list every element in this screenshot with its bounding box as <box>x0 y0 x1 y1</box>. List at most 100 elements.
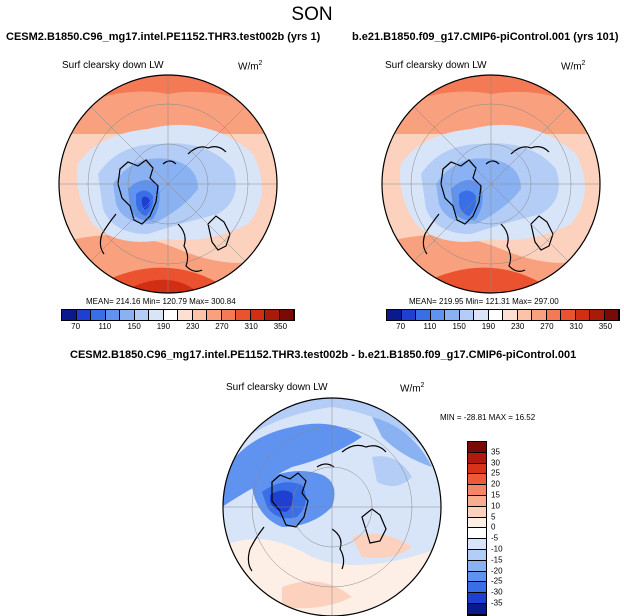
colorbar-tick-label: 70 <box>396 322 406 331</box>
colorbar-tick-label: 350 <box>598 322 613 331</box>
colorbar-tick-label: 310 <box>569 322 583 331</box>
colorbar-tick-label: 15 <box>491 490 500 500</box>
panel-1-colorbar-labels: 70 110 150 190 230 270 310 350 <box>61 322 295 334</box>
colorbar-tick-label: 35 <box>491 447 500 457</box>
diff-panel-stats: MIN = -28.81 MAX = 16.52 <box>440 413 536 422</box>
diff-panel-units: W/m2 <box>400 382 425 395</box>
colorbar-swatch <box>590 310 605 320</box>
colorbar-tick-label: 5 <box>491 512 496 522</box>
colorbar-swatch <box>178 310 193 320</box>
colorbar-swatch <box>62 310 77 320</box>
panel-2-variable-label: Surf clearsky down LW <box>385 60 487 71</box>
panel-2-stats: MEAN= 219.95 Min= 121.31 Max= 297.00 <box>409 297 559 306</box>
colorbar-swatch <box>134 310 149 320</box>
colorbar-swatch <box>76 310 91 320</box>
colorbar-swatch <box>604 310 619 320</box>
colorbar-tick-label: 150 <box>452 322 466 331</box>
panel-1-variable-label: Surf clearsky down LW <box>62 60 164 71</box>
colorbar-swatch <box>120 310 135 320</box>
colorbar-tick-label: 30 <box>491 458 500 468</box>
colorbar-swatch <box>149 310 164 320</box>
colorbar-tick-label: -20 <box>491 566 503 576</box>
colorbar-swatch <box>561 310 576 320</box>
colorbar-swatch <box>207 310 222 320</box>
colorbar-swatch <box>468 603 486 615</box>
colorbar-tick-label: -5 <box>491 533 499 543</box>
diff-panel-polar-map <box>222 397 442 616</box>
diff-panel-title: CESM2.B1850.C96_mg17.intel.PE1152.THR3.t… <box>70 349 577 361</box>
colorbar-swatch <box>279 310 294 320</box>
colorbar-swatch <box>468 582 486 594</box>
colorbar-tick-label: -35 <box>491 598 503 608</box>
colorbar-swatch <box>532 310 547 320</box>
colorbar-tick-label: 110 <box>98 322 112 331</box>
colorbar-swatch <box>474 310 489 320</box>
colorbar-swatch <box>575 310 590 320</box>
colorbar-swatch <box>517 310 532 320</box>
colorbar-tick-label: 310 <box>244 322 258 331</box>
colorbar-tick-label: 0 <box>491 522 496 532</box>
colorbar-tick-label: 10 <box>491 501 500 511</box>
colorbar-tick-label: 150 <box>127 322 141 331</box>
colorbar-tick-label: 270 <box>215 322 229 331</box>
colorbar-swatch <box>91 310 106 320</box>
colorbar-tick-label: 230 <box>510 322 525 331</box>
colorbar-swatch <box>468 495 486 507</box>
panel-2-title: b.e21.B1850.f09_g17.CMIP6-piControl.001 … <box>352 31 619 43</box>
colorbar-tick-label: 350 <box>273 322 288 331</box>
panel-1-colorbar <box>61 309 295 321</box>
colorbar-swatch <box>468 571 486 583</box>
season-title: SON <box>291 4 333 25</box>
colorbar-tick-label: -30 <box>491 587 503 597</box>
panel-1-stats: MEAN= 214.16 Min= 120.79 Max= 300.84 <box>86 297 236 306</box>
colorbar-swatch <box>503 310 518 320</box>
panel-2-units: W/m2 <box>561 60 586 73</box>
colorbar-swatch <box>468 463 486 475</box>
colorbar-tick-label: 70 <box>71 322 81 331</box>
colorbar-swatch <box>468 539 486 550</box>
colorbar-tick-label: 110 <box>423 322 437 331</box>
colorbar-swatch <box>468 517 486 529</box>
colorbar-tick-label: 230 <box>185 322 200 331</box>
colorbar-swatch <box>221 310 236 320</box>
colorbar-swatch <box>401 310 416 320</box>
colorbar-swatch <box>163 310 178 320</box>
colorbar-swatch <box>430 310 445 320</box>
colorbar-tick-label: 20 <box>491 479 500 489</box>
colorbar-swatch <box>468 560 486 572</box>
colorbar-tick-label: 190 <box>156 322 171 331</box>
colorbar-tick-label: -10 <box>491 544 503 554</box>
colorbar-swatch <box>468 528 486 540</box>
colorbar-tick-label: 25 <box>491 468 500 478</box>
colorbar-tick-label: 190 <box>481 322 496 331</box>
colorbar-swatch <box>546 310 561 320</box>
colorbar-swatch <box>236 310 251 320</box>
panel-1-units: W/m2 <box>238 60 263 73</box>
colorbar-swatch <box>488 310 503 320</box>
colorbar-swatch <box>468 549 486 561</box>
colorbar-swatch <box>468 506 486 518</box>
colorbar-tick-label: -15 <box>491 555 503 565</box>
colorbar-swatch <box>468 485 486 496</box>
colorbar-swatch <box>459 310 474 320</box>
colorbar-tick-label: -25 <box>491 576 503 586</box>
colorbar-swatch <box>265 310 280 320</box>
colorbar-tick-label: 270 <box>540 322 554 331</box>
panel-2-polar-map <box>381 74 601 294</box>
colorbar-swatch <box>468 593 486 604</box>
colorbar-swatch <box>105 310 120 320</box>
colorbar-swatch <box>387 310 402 320</box>
colorbar-swatch <box>468 442 486 453</box>
panel-2-colorbar <box>386 309 620 321</box>
diff-panel-variable-label: Surf clearsky down LW <box>226 382 328 393</box>
colorbar-swatch <box>468 452 486 464</box>
colorbar-swatch <box>416 310 431 320</box>
panel-2-colorbar-labels: 70 110 150 190 230 270 310 350 <box>386 322 620 334</box>
colorbar-swatch <box>250 310 265 320</box>
colorbar-swatch <box>468 474 486 486</box>
panel-1-title: CESM2.B1850.C96_mg17.intel.PE1152.THR3.t… <box>6 31 321 43</box>
colorbar-swatch <box>192 310 207 320</box>
panel-1-polar-map <box>58 74 278 294</box>
diff-colorbar-labels: 35 30 25 20 15 10 5 0 -5 -10 -15 -20 -25 -30 -35 <box>491 441 521 614</box>
diff-colorbar <box>467 441 487 616</box>
